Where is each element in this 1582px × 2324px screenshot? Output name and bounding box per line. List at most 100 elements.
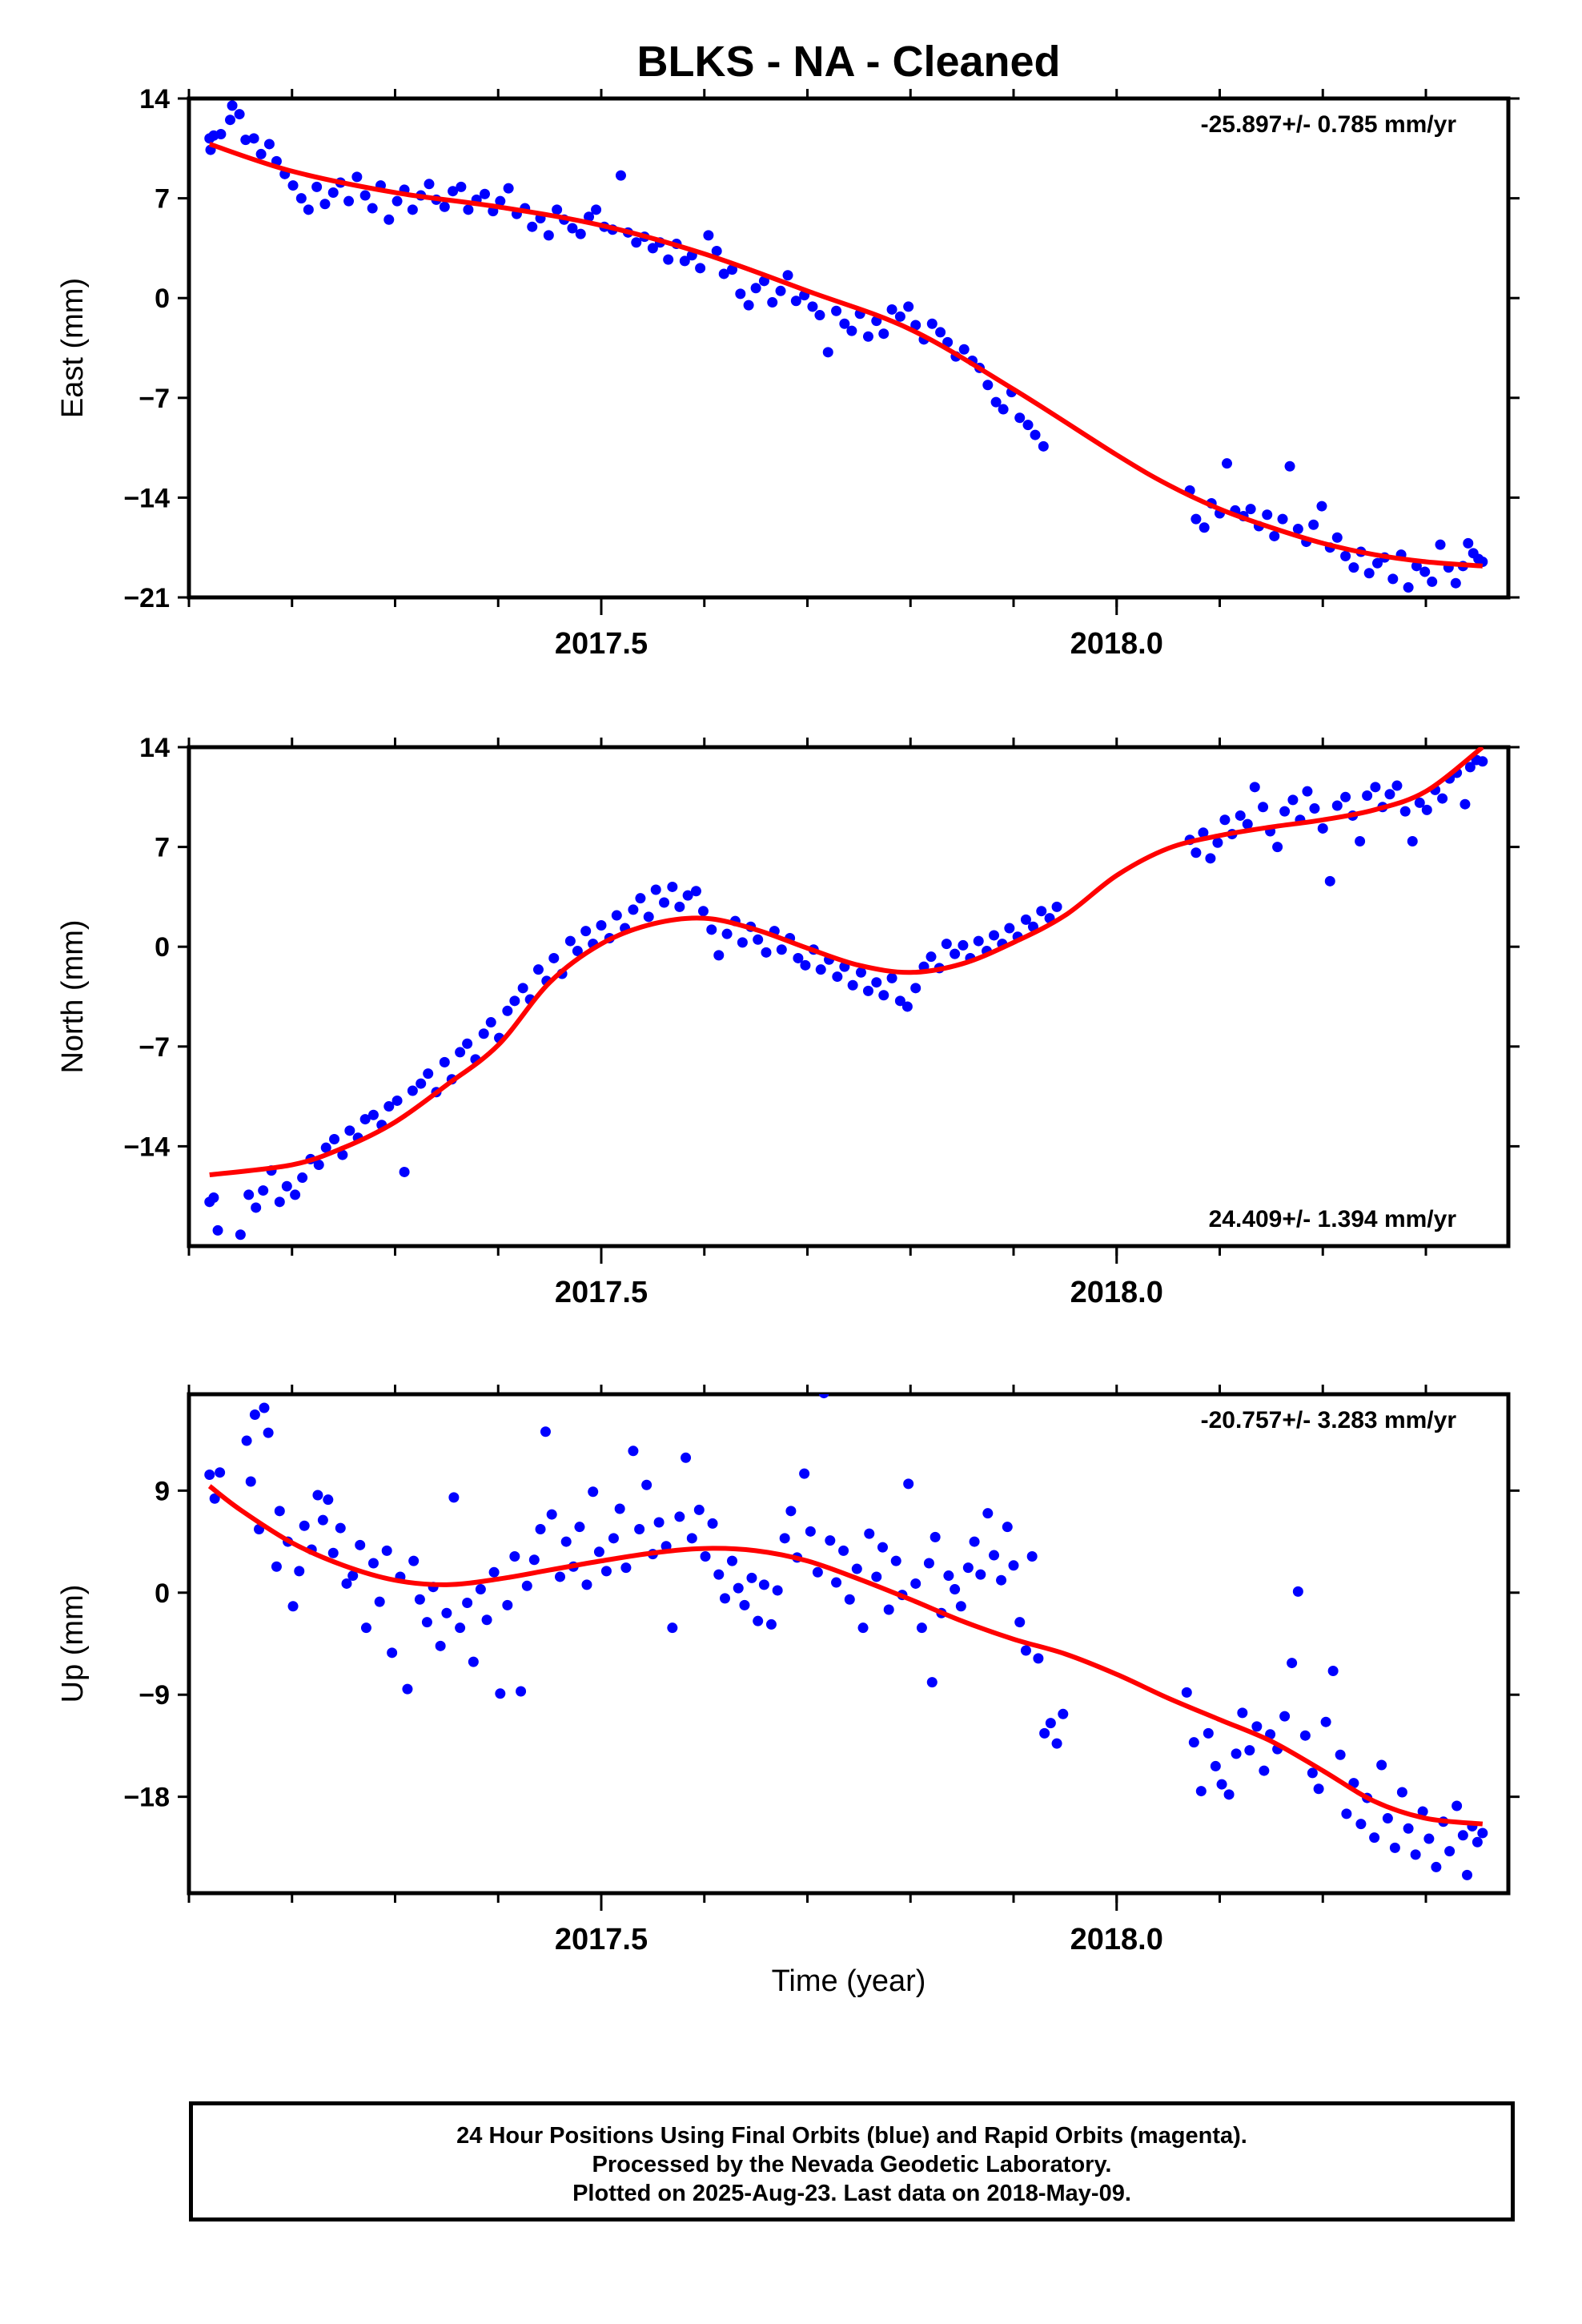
data-point (1407, 835, 1418, 846)
data-point (1262, 509, 1273, 521)
y-tick-label: −21 (123, 583, 170, 613)
data-point (697, 906, 709, 917)
data-point (258, 1185, 269, 1196)
data-point (1269, 530, 1280, 541)
x-tick-label: 2017.5 (555, 627, 648, 661)
data-layer (204, 100, 1488, 593)
data-point (647, 243, 658, 254)
data-point (435, 1640, 446, 1651)
data-point (903, 1478, 914, 1490)
data-point (1198, 827, 1209, 838)
data-point (628, 1445, 639, 1457)
data-point (864, 1528, 875, 1539)
data-point (711, 245, 722, 256)
data-point (495, 195, 506, 207)
data-point (667, 1622, 678, 1634)
data-point (532, 964, 544, 975)
data-point (488, 1566, 500, 1578)
data-point (416, 1078, 427, 1089)
data-point (448, 186, 459, 197)
data-point (682, 890, 693, 901)
data-point (772, 1585, 783, 1596)
data-point (588, 1486, 599, 1498)
data-point (998, 404, 1009, 415)
data-point (831, 305, 842, 316)
data-point (1435, 539, 1446, 550)
data-point (1308, 519, 1319, 530)
data-point (713, 1569, 725, 1580)
y-axis-label: Up (mm) (56, 1585, 90, 1703)
data-point (462, 1598, 473, 1609)
data-point (383, 1101, 395, 1112)
data-point (1369, 1832, 1380, 1844)
data-point (878, 990, 889, 1001)
data-point (381, 1545, 392, 1556)
y-tick-label: −14 (123, 483, 170, 513)
data-point (243, 1189, 255, 1200)
data-point (975, 1569, 986, 1580)
data-point (584, 211, 595, 223)
data-point (1419, 566, 1431, 577)
data-point (667, 881, 678, 892)
data-point (1014, 412, 1026, 424)
data-point (894, 995, 905, 1007)
data-point (989, 930, 1000, 941)
data-point (982, 380, 994, 391)
data-point (407, 1085, 418, 1096)
data-point (1039, 1727, 1050, 1739)
data-point (793, 952, 804, 963)
data-point (926, 951, 937, 963)
data-point (234, 109, 245, 120)
data-point (251, 1202, 262, 1213)
data-point (441, 1607, 452, 1618)
data-point (950, 1584, 961, 1595)
data-point (1203, 1727, 1214, 1739)
data-point (1452, 1800, 1463, 1811)
data-point (555, 1571, 565, 1582)
data-point (807, 301, 818, 312)
data-point (546, 1509, 557, 1520)
data-point (591, 204, 602, 215)
data-point (890, 1555, 901, 1566)
data-point (1244, 1745, 1255, 1756)
data-point (299, 1520, 310, 1531)
data-point (614, 1503, 625, 1514)
data-point (1437, 793, 1448, 804)
data-point (1030, 429, 1041, 440)
data-point (327, 1547, 339, 1558)
data-point (312, 1490, 323, 1501)
data-point (281, 1180, 292, 1192)
data-point (1210, 1760, 1221, 1771)
data-point (241, 1435, 252, 1446)
data-point (743, 300, 754, 311)
rate-label: -20.757+/- 3.283 mm/yr (1201, 1407, 1457, 1433)
data-point (901, 1001, 913, 1012)
data-point (1370, 782, 1381, 793)
data-point (528, 1554, 540, 1566)
data-point (790, 296, 801, 307)
data-point (910, 320, 921, 331)
data-point (540, 1426, 551, 1437)
data-point (208, 1192, 219, 1203)
data-point (844, 1594, 855, 1605)
data-point (634, 1523, 645, 1534)
data-point (1403, 582, 1414, 593)
data-point (478, 1028, 489, 1039)
fit-curve (208, 142, 1484, 569)
data-point (344, 1125, 355, 1136)
data-point (1033, 1653, 1044, 1664)
data-point (215, 1467, 226, 1478)
data-point (209, 1493, 220, 1504)
data-point (1279, 1711, 1291, 1722)
data-point (1004, 923, 1015, 934)
data-point (263, 139, 275, 150)
data-point (1389, 1842, 1400, 1853)
data-point (735, 288, 746, 300)
data-point (615, 170, 626, 181)
data-point (653, 1517, 665, 1528)
data-point (1327, 1665, 1339, 1676)
x-tick-label: 2017.5 (555, 1276, 648, 1309)
data-point (753, 934, 764, 945)
data-point (941, 939, 952, 950)
